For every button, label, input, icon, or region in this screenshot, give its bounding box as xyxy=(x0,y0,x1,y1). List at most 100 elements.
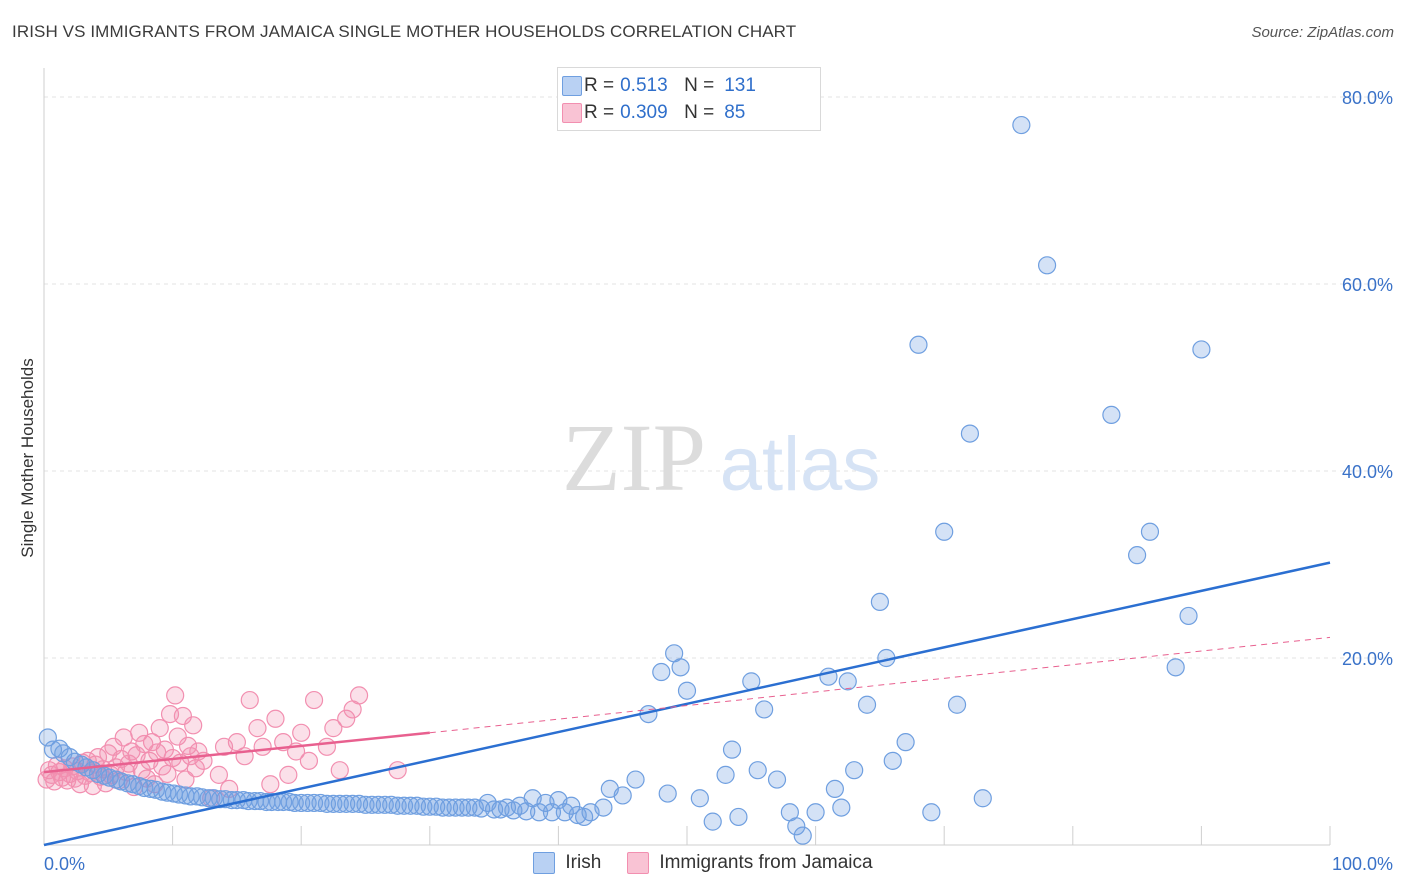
jamaica-point xyxy=(184,716,203,735)
irish-point xyxy=(414,797,433,816)
legend-n-label: N = xyxy=(684,75,715,96)
legend-swatch-jamaica xyxy=(627,852,650,874)
stats-legend: R = 0.513 N = 131 R = 0.309 N = 85 xyxy=(557,67,821,131)
irish-point xyxy=(43,740,63,759)
jamaica-point xyxy=(248,719,267,738)
irish-point xyxy=(530,803,549,822)
irish-point xyxy=(793,826,812,845)
jamaica-point xyxy=(261,775,280,794)
irish-point xyxy=(304,793,324,813)
irish-point xyxy=(427,797,446,816)
irish-point xyxy=(838,672,857,691)
legend-n-value: 131 xyxy=(724,75,756,96)
irish-point xyxy=(722,740,742,759)
jamaica-point xyxy=(178,736,198,755)
irish-point xyxy=(671,658,690,677)
jamaica-point xyxy=(130,723,149,742)
jamaica-point xyxy=(166,686,185,705)
irish-point xyxy=(459,798,478,817)
irish-point xyxy=(491,800,510,819)
legend-r-value: 0.513 xyxy=(620,75,668,96)
legend-item-jamaica[interactable]: Immigrants from Jamaica xyxy=(627,852,873,874)
irish-point xyxy=(1102,405,1121,424)
jamaica-point xyxy=(299,751,319,770)
legend-item-irish[interactable]: Irish xyxy=(533,852,601,874)
irish-point xyxy=(896,733,915,752)
irish-point xyxy=(935,522,954,541)
series-legend: Irish Immigrants from Jamaica xyxy=(0,852,1406,874)
irish-point xyxy=(375,795,394,814)
irish-point xyxy=(1037,256,1057,275)
irish-point xyxy=(420,797,439,816)
y-tick-label: 80.0% xyxy=(1342,88,1393,108)
irish-point xyxy=(947,695,967,714)
legend-label-jamaica: Immigrants from Jamaica xyxy=(659,852,873,873)
legend-r-label: R = xyxy=(584,75,615,96)
tick-labels: 20.0% 40.0% 60.0% 80.0% 0.0% 100.0% xyxy=(44,88,1393,874)
jamaica-point xyxy=(388,761,407,780)
irish-point xyxy=(973,789,992,808)
irish-point xyxy=(298,793,317,813)
irish-point xyxy=(870,592,890,612)
irish-point xyxy=(517,802,536,821)
legend-r-value: 0.309 xyxy=(620,102,668,123)
legend-n-value: 85 xyxy=(724,102,746,123)
irish-point xyxy=(755,700,774,719)
irish-point xyxy=(729,807,748,827)
irish-point xyxy=(324,794,343,813)
jamaica-point xyxy=(240,690,259,710)
grid-layer xyxy=(44,96,1393,659)
irish-point xyxy=(292,793,311,813)
irish-point xyxy=(825,779,844,799)
irish-point xyxy=(613,786,632,805)
watermark-zip: ZIP xyxy=(562,404,706,511)
irish-point xyxy=(922,803,941,822)
jamaica-point xyxy=(150,719,169,738)
jamaica-point xyxy=(266,709,285,728)
irish-point xyxy=(146,780,165,799)
irish-point xyxy=(1179,606,1198,626)
axes-layer xyxy=(43,68,1331,846)
irish-point xyxy=(118,774,137,793)
jamaica-point xyxy=(324,719,343,738)
irish-point xyxy=(100,768,119,787)
irish-point xyxy=(112,772,131,791)
y-tick-label: 40.0% xyxy=(1342,462,1393,482)
jamaica-point xyxy=(317,737,337,756)
irish-point xyxy=(401,796,420,815)
irish-point xyxy=(703,812,722,831)
jamaica-point xyxy=(349,686,369,705)
irish-point xyxy=(330,794,349,813)
irish-point xyxy=(169,785,189,804)
irish-point xyxy=(748,761,767,780)
irish-point xyxy=(394,796,414,815)
irish-point xyxy=(382,795,401,814)
irish-point xyxy=(1166,658,1185,677)
irish-point xyxy=(690,789,709,808)
irish-point xyxy=(767,770,787,789)
irish-point xyxy=(845,761,864,780)
jamaica-point xyxy=(304,690,324,710)
irish-point xyxy=(716,765,735,784)
jamaica-point xyxy=(176,770,195,789)
y-tick-label: 60.0% xyxy=(1342,275,1393,295)
jamaica-trend-extension xyxy=(429,636,1331,734)
irish-trend-line xyxy=(43,561,1331,847)
legend-row-irish: R = 0.513 N = 131 xyxy=(562,74,756,98)
irish-point xyxy=(388,796,407,815)
jamaica-points xyxy=(37,686,407,808)
jamaica-point xyxy=(292,723,311,742)
irish-point xyxy=(311,793,330,813)
irish-point xyxy=(806,803,825,822)
irish-point xyxy=(452,798,472,817)
irish-point xyxy=(1140,522,1160,541)
irish-point xyxy=(562,796,581,815)
irish-point xyxy=(594,798,613,817)
watermark: ZIP atlas xyxy=(562,404,880,511)
jamaica-point xyxy=(227,733,246,752)
irish-point xyxy=(658,784,677,803)
y-tick-label: 20.0% xyxy=(1342,649,1393,669)
irish-point xyxy=(362,795,382,814)
irish-point xyxy=(909,335,928,354)
